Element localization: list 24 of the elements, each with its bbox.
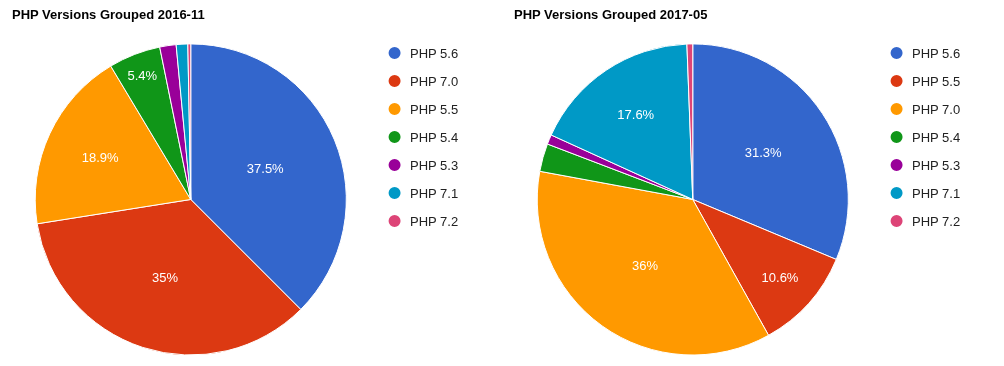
legend-label: PHP 5.5 [410, 102, 459, 117]
legend-label: PHP 5.6 [912, 46, 961, 61]
legend-label: PHP 5.3 [912, 158, 961, 173]
legend-label: PHP 5.5 [912, 74, 961, 89]
legend-label: PHP 5.6 [410, 46, 459, 61]
legend-label: PHP 5.3 [410, 158, 459, 173]
legend-label: PHP 7.2 [912, 214, 961, 229]
chart-title: PHP Versions Grouped 2017-05 [514, 7, 708, 22]
legend-label: PHP 7.1 [912, 186, 961, 201]
data-label: 31.3% [744, 144, 783, 160]
data-label: 17.6% [617, 107, 655, 123]
data-label: 18.9% [81, 149, 120, 165]
legend-label: PHP 5.4 [912, 130, 961, 145]
data-label: 35% [152, 270, 179, 286]
data-label: 10.6% [761, 270, 799, 286]
data-label: 37.5% [246, 161, 285, 177]
legend-label: PHP 7.1 [410, 186, 459, 201]
legend-label: PHP 7.0 [410, 74, 459, 89]
legend-label: PHP 7.2 [410, 214, 459, 229]
data-label: 5.4% [127, 67, 158, 83]
data-label: 36% [631, 258, 659, 274]
chart-title: PHP Versions Grouped 2016-11 [12, 7, 205, 22]
legend-label: PHP 7.0 [912, 102, 961, 117]
legend-label: PHP 5.4 [410, 130, 459, 145]
